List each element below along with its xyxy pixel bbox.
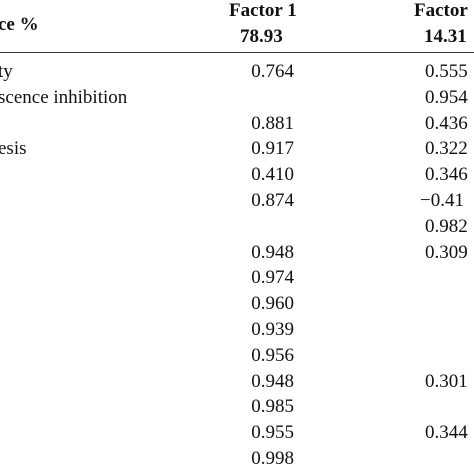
column-title: Factor 1 [229,0,297,21]
cell: 0.982 [425,215,468,237]
cell: 0.998 [251,448,294,469]
column-title: Factor [414,0,468,21]
cell: 0.956 [251,344,294,366]
cell: 0.960 [251,293,294,315]
cell: 0.322 [425,138,468,160]
cell: 0.344 [425,422,468,444]
cell: 0.301 [425,370,468,392]
header-label: ce % [0,14,39,35]
row-label: esis [0,138,27,160]
cell: 0.974 [251,267,294,289]
row-label: ty [0,61,13,82]
cell: 0.874 [251,190,294,211]
cell: 0.948 [251,370,294,392]
cell: 0.346 [425,164,468,186]
cell: 0.985 [251,396,294,418]
cell: 0.555 [425,61,468,82]
cell: 0.939 [251,319,294,340]
cell: 0.436 [425,112,468,134]
header-rule [0,52,474,53]
cell: 0.955 [251,422,294,444]
cell: 0.917 [251,138,294,160]
cell: 0.948 [251,241,294,263]
cell: 0.764 [251,61,294,82]
cell: 0.309 [425,241,468,263]
column-value: 78.93 [240,26,283,47]
cell: −0.41 [420,190,464,211]
cell: 0.881 [251,112,294,134]
row-label: scence inhibition [0,86,128,108]
cell: 0.954 [425,86,468,108]
column-value: 14.31 [424,26,467,47]
cell: 0.410 [251,164,294,186]
